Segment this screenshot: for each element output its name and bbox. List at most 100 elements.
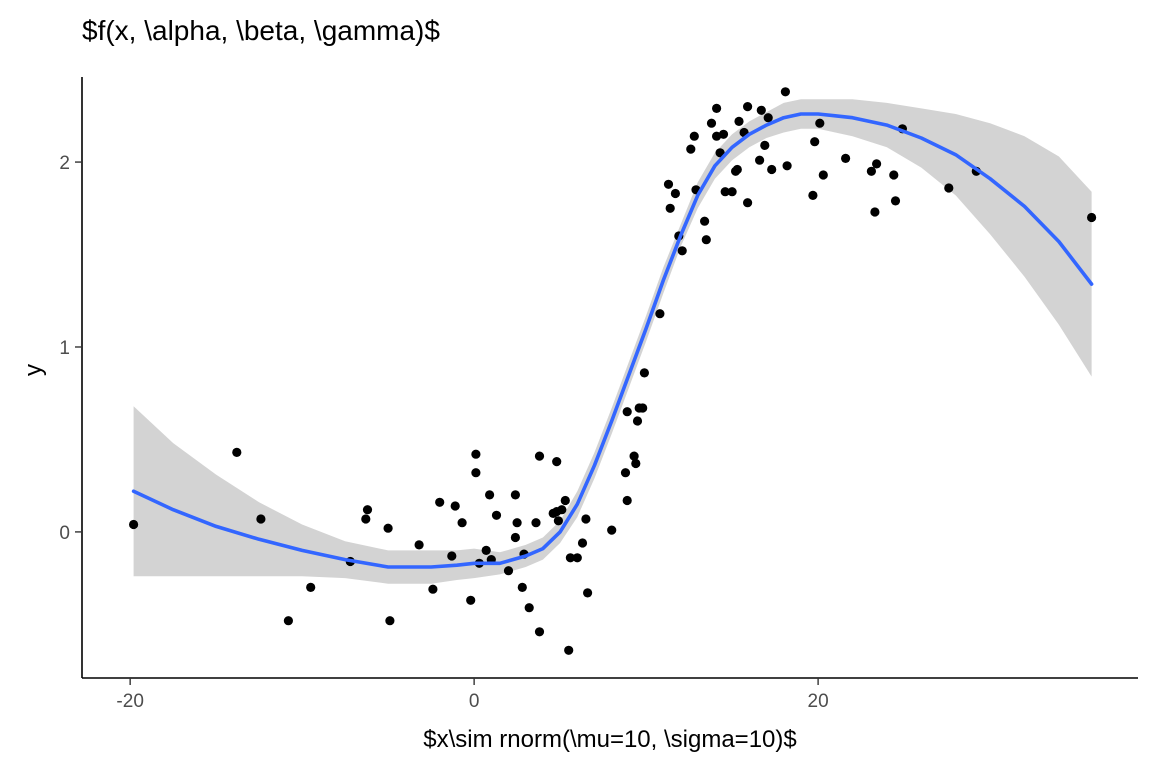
x-axis-title: $x\sim rnorm(\mu=10, \sigma=10)$: [423, 726, 796, 753]
data-point: [512, 518, 522, 528]
data-point: [701, 235, 711, 245]
data-point: [524, 603, 534, 613]
data-point: [720, 187, 730, 197]
data-point: [385, 616, 395, 626]
data-point: [232, 447, 242, 457]
data-point: [706, 118, 717, 128]
y-tick-label: 2: [59, 153, 70, 174]
data-point: [810, 137, 820, 147]
data-point: [447, 551, 457, 561]
data-point: [670, 188, 681, 199]
confidence-band: [133, 99, 1092, 584]
data-point: [872, 159, 882, 169]
data-point: [780, 87, 791, 97]
smooth-fit-line: [131, 112, 1094, 569]
data-point: [607, 525, 617, 535]
data-point: [944, 183, 954, 193]
data-point: [256, 514, 266, 524]
data-point: [414, 540, 424, 550]
data-point: [435, 497, 445, 507]
data-point: [767, 164, 777, 175]
scatter-points: [129, 87, 1097, 655]
data-point: [283, 616, 293, 626]
data-point: [485, 490, 495, 500]
data-point: [503, 566, 514, 576]
data-point: [700, 216, 710, 226]
data-point: [510, 532, 520, 543]
data-point: [572, 553, 582, 563]
data-point: [663, 179, 674, 189]
data-point: [686, 144, 696, 154]
data-point: [564, 645, 574, 655]
data-point: [466, 595, 476, 605]
data-point: [718, 129, 729, 139]
data-point: [306, 582, 316, 593]
data-point: [491, 510, 502, 520]
data-point: [622, 495, 632, 506]
data-point: [760, 140, 770, 150]
y-tick-label: 1: [59, 338, 70, 359]
data-point: [755, 155, 765, 165]
y-axis-title: y: [20, 364, 47, 376]
data-point: [889, 170, 899, 180]
data-point: [734, 116, 744, 126]
data-point: [481, 545, 491, 556]
data-point: [763, 113, 773, 123]
data-point: [655, 309, 665, 319]
data-point: [677, 246, 687, 256]
data-point: [727, 187, 737, 197]
data-point: [362, 505, 373, 515]
data-point: [557, 505, 567, 515]
x-tick-label: 20: [808, 691, 829, 712]
data-point: [583, 588, 593, 598]
data-point: [732, 164, 742, 175]
data-point: [581, 514, 591, 524]
data-point: [629, 451, 639, 461]
data-point: [428, 584, 438, 594]
data-point: [689, 131, 699, 141]
x-axis-ticks: -20 0 20: [116, 678, 829, 712]
data-point: [553, 516, 564, 526]
data-point: [457, 518, 467, 528]
data-point: [890, 196, 901, 206]
data-point: [471, 449, 481, 459]
data-point: [712, 131, 722, 141]
data-point: [129, 519, 139, 530]
data-point: [808, 190, 818, 200]
plot-area: [129, 87, 1097, 655]
data-point: [450, 501, 460, 511]
data-point: [743, 198, 753, 208]
data-point: [622, 407, 632, 417]
data-point: [620, 468, 631, 478]
data-point: [471, 468, 481, 478]
data-point: [577, 538, 588, 548]
x-tick-label: 0: [469, 691, 480, 712]
data-point: [870, 207, 880, 217]
data-point: [565, 553, 576, 563]
x-tick-label: -20: [116, 691, 143, 712]
data-point: [638, 403, 648, 413]
data-point: [517, 582, 527, 593]
data-point: [510, 490, 520, 500]
data-point: [361, 514, 371, 524]
data-point: [534, 627, 545, 637]
data-point: [756, 105, 766, 115]
data-point: [639, 368, 650, 378]
data-point: [743, 102, 753, 112]
y-axis-ticks: 0 1 2: [59, 153, 82, 544]
data-point: [631, 458, 641, 469]
data-point: [383, 523, 393, 533]
data-point: [866, 166, 877, 176]
y-tick-label: 0: [59, 523, 70, 544]
data-point: [1087, 212, 1097, 223]
data-point: [531, 518, 541, 528]
data-point: [665, 203, 675, 213]
data-point: [552, 457, 562, 467]
chart-title: $f(x, \alpha, \beta, \gamma)$: [82, 15, 440, 46]
data-point: [712, 103, 722, 113]
data-point: [841, 153, 851, 163]
data-point: [782, 161, 792, 171]
data-point: [632, 416, 643, 426]
data-point: [815, 118, 825, 128]
